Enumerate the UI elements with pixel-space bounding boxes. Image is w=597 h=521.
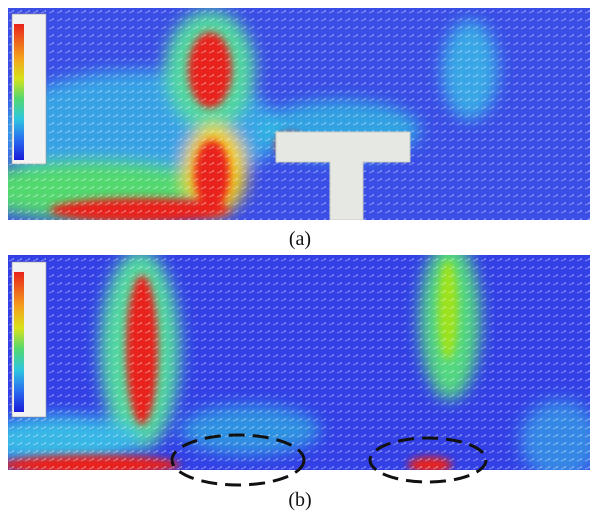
panel-a bbox=[0, 8, 590, 222]
figure: (a) (b) bbox=[0, 0, 597, 516]
panel-b bbox=[0, 240, 597, 480]
panel-caption: (b) bbox=[288, 489, 311, 511]
panel-caption: (a) bbox=[289, 228, 311, 250]
page: (a) (b) (() => { const data = JSON.parse… bbox=[0, 0, 597, 516]
